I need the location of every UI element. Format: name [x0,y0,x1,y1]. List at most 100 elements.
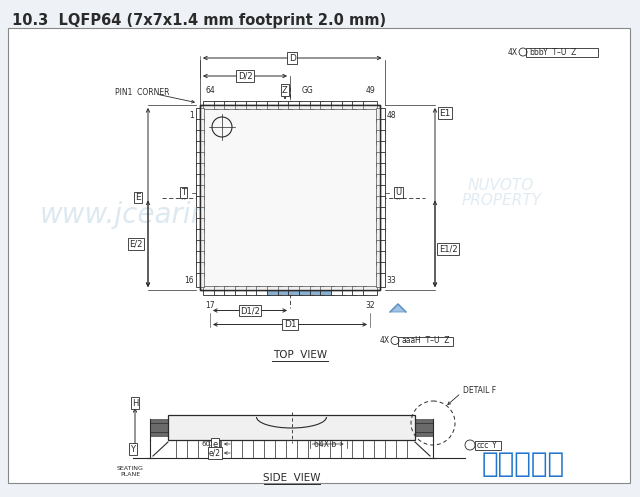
Bar [235,290,249,295]
Bar [168,415,415,440]
Bar [195,262,200,276]
Text: SIDE  VIEW: SIDE VIEW [263,473,320,483]
Bar [299,105,313,109]
Bar [195,240,200,254]
Bar [246,286,260,290]
Bar [267,100,281,105]
Bar [195,152,200,166]
Bar [376,152,380,166]
Bar [310,286,324,290]
Bar [289,290,302,295]
Bar [200,185,204,199]
Text: E1/2: E1/2 [438,244,458,253]
Bar [200,174,204,188]
Text: 49: 49 [365,85,375,94]
Bar [363,286,377,290]
Text: 64X b: 64X b [314,439,336,448]
Bar [321,290,334,295]
Text: e/2: e/2 [209,448,221,458]
Bar [257,105,270,109]
Bar [376,119,380,133]
Bar [380,196,385,210]
Bar [380,119,385,133]
Text: H  T–U  Z: H T–U Z [415,336,449,345]
Bar [235,286,249,290]
Bar [200,141,204,155]
Bar [376,207,380,221]
Bar [200,152,204,166]
Bar [331,290,345,295]
Text: PLANE: PLANE [120,472,140,477]
Bar [310,290,324,295]
Bar [331,100,345,105]
Bar [235,100,249,105]
Text: D/2: D/2 [237,72,252,81]
Text: Z: Z [282,85,288,94]
Text: PROPERTY: PROPERTY [462,192,542,208]
Bar [353,290,366,295]
Bar [380,262,385,276]
Bar [195,163,200,177]
Bar [195,119,200,133]
Bar [353,105,366,109]
Bar [214,105,228,109]
Text: DETAIL F: DETAIL F [463,386,496,395]
Bar [342,100,356,105]
Bar [203,100,217,105]
Bar [195,218,200,232]
Text: E1: E1 [439,108,451,117]
Text: TOP  VIEW: TOP VIEW [273,349,327,359]
Text: D: D [289,54,296,63]
Text: 48: 48 [387,110,396,119]
Bar [200,130,204,144]
Bar [363,105,377,109]
Bar [203,290,217,295]
Bar [246,290,260,295]
Bar [257,290,270,295]
Bar [200,273,204,287]
Bar [278,290,292,295]
Bar [380,273,385,287]
Bar [299,100,313,105]
Bar [195,108,200,122]
Bar [225,105,238,109]
Bar [376,273,380,287]
Bar [195,185,200,199]
Text: D1/2: D1/2 [240,306,260,315]
Bar [475,440,501,449]
Bar [203,286,217,290]
Bar [380,240,385,254]
Text: 4X: 4X [508,48,518,57]
Bar [526,48,598,57]
Text: 60X: 60X [201,441,215,447]
Bar [380,229,385,243]
Bar [376,251,380,265]
Bar [214,100,228,105]
Text: SEATING: SEATING [116,466,143,471]
Bar [195,229,200,243]
Bar [380,185,385,199]
Bar [289,105,302,109]
Bar [376,185,380,199]
Text: E/2: E/2 [129,239,143,248]
Bar [342,290,356,295]
Text: aaa: aaa [401,336,415,345]
Bar [195,273,200,287]
Text: E: E [135,193,141,202]
Bar [380,218,385,232]
Bar [200,262,204,276]
Bar [200,105,380,290]
Bar [257,286,270,290]
Bar [278,105,292,109]
Bar [225,290,238,295]
Text: H: H [132,399,138,408]
Bar [363,100,377,105]
Bar [353,286,366,290]
Text: 深圳宏力捧: 深圳宏力捧 [482,450,565,478]
Bar [235,105,249,109]
Bar [200,105,380,290]
Text: GG: GG [302,85,314,94]
Bar [376,229,380,243]
Bar [380,152,385,166]
Bar [342,286,356,290]
